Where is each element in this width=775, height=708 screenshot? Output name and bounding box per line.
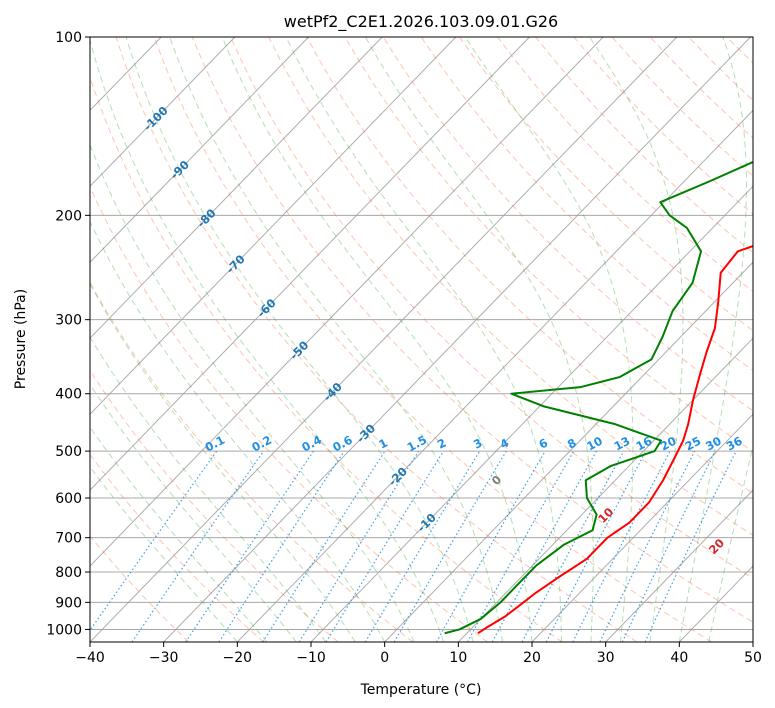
x-tick-label-20: 20: [523, 650, 541, 666]
moist-adiabat-8: [90, 38, 445, 642]
isotherm--50: [90, 37, 604, 567]
y-tick-label-400: 400: [55, 387, 82, 403]
mixing-ratio-label-11: 10: [584, 434, 605, 454]
y-tick-label-100: 100: [55, 30, 82, 46]
mixing-ratio-line-11: [491, 450, 597, 642]
mixing-ratio-line-15: [599, 450, 696, 642]
moist-adiabat-28: [364, 37, 594, 642]
y-axis-ticks: 100 200 300 400 500 600 700 800 900 1000: [46, 30, 90, 638]
x-tick-label--30: −30: [149, 650, 179, 666]
mixing-ratio-label-13: 16: [634, 434, 655, 454]
isotherm--90: [90, 37, 309, 263]
y-tick-label-200: 200: [55, 208, 82, 224]
isotherm-0: [384, 261, 753, 642]
x-tick-label-0: 0: [380, 650, 389, 666]
y-tick-label-600: 600: [55, 491, 82, 507]
y-tick-label-300: 300: [55, 313, 82, 329]
mixing-ratio-line-2: [185, 450, 315, 642]
x-tick-label-50: 50: [744, 650, 762, 666]
isotherm--100: [90, 37, 236, 188]
isotherm-20: [531, 413, 753, 642]
x-tick-label-40: 40: [670, 650, 688, 666]
y-tick-label-800: 800: [55, 565, 82, 581]
pressure-grid: [90, 37, 753, 630]
x-axis-ticks: −40 −30 −20 −10 0 10 20 30 40 50: [75, 642, 762, 666]
plot-frame: [89, 36, 754, 643]
mixing-ratio-label-17: 36: [724, 434, 745, 454]
y-tick-label-500: 500: [55, 444, 82, 460]
dewpoint-profile-line: [444, 160, 753, 635]
x-tick-label--10: −10: [296, 650, 326, 666]
dry-adiabat-50: [191, 37, 753, 623]
x-tick-label-30: 30: [597, 650, 615, 666]
moist-adiabats: [90, 37, 753, 642]
isotherm-30: [605, 489, 753, 642]
mixing-ratio-label-15: 25: [683, 434, 704, 454]
mixing-ratio-line-12: [521, 450, 625, 642]
mixing-ratio-label-14: 20: [658, 434, 679, 454]
moist-adiabat--8: [90, 336, 327, 642]
mixing-ratio-label-12: 13: [612, 434, 633, 454]
dry-adiabat-0: [90, 281, 414, 642]
moist-adiabat-44: [708, 443, 753, 642]
isotherm--10: [310, 185, 753, 642]
x-tick-label--20: −20: [223, 650, 253, 666]
isotherms: [90, 37, 753, 642]
plot-area: 0.1 0.2 0.4 0.6 1 1.5 2 3 4 6 8 10 13 16 20 25 30 36-100-…: [90, 37, 753, 642]
y-tick-label-1000: 1000: [46, 622, 82, 638]
moist-adiabat-36: [589, 37, 684, 642]
x-tick-label-10: 10: [449, 650, 467, 666]
mixing-ratio-line-10: [466, 450, 575, 642]
mixing-ratio-lines: [90, 450, 737, 642]
mixing-ratio-line-1: [131, 450, 265, 642]
mixing-ratio-line-4: [262, 450, 386, 642]
dry-adiabat-130: [497, 37, 753, 293]
dry-adiabat--20: [90, 453, 264, 642]
moist-adiabat--16: [90, 426, 268, 642]
isotherm--60: [90, 37, 530, 491]
y-tick-label-900: 900: [55, 595, 82, 611]
mixing-ratio-label-16: 30: [703, 434, 724, 454]
y-tick-label-700: 700: [55, 531, 82, 547]
moist-adiabat--20: [90, 465, 238, 642]
moist-adiabat--4: [90, 282, 356, 642]
moist-adiabat-24: [285, 37, 562, 642]
moist-adiabat--12: [90, 383, 297, 642]
mixing-ratio-line-3: [218, 450, 345, 642]
chart-title: wetPf2_C2E1.2026.103.09.01.G26: [284, 12, 558, 32]
isotherm--40: [90, 37, 678, 642]
isotherm-10: [457, 337, 753, 642]
x-axis-title: Temperature (°C): [360, 682, 482, 698]
moist-adiabat-0: [90, 220, 386, 642]
moist-adiabat-12: [125, 37, 474, 642]
y-axis-title: Pressure (hPa): [13, 289, 29, 389]
moist-adiabat-16: [169, 37, 504, 642]
temperature-profile-line: [477, 244, 753, 635]
mixing-ratio-line-0: [90, 450, 218, 632]
moist-adiabat-40: [678, 37, 747, 642]
isotherm--80: [90, 37, 383, 339]
dry-adiabat-10: [90, 185, 488, 642]
moist-adiabat-32: [464, 37, 634, 642]
moist-adiabat-4: [90, 143, 415, 642]
mixing-ratio-line-6: [325, 450, 445, 642]
profile-series: [444, 160, 753, 635]
isotherm--70: [90, 37, 457, 415]
dry-adiabat-30: [115, 37, 638, 642]
dry-adiabat--10: [90, 369, 339, 642]
isotherm--30: [163, 37, 751, 642]
x-tick-label--40: −40: [75, 650, 105, 666]
mixing-ratio-line-14: [572, 450, 671, 642]
isotherm--20: [236, 109, 753, 642]
